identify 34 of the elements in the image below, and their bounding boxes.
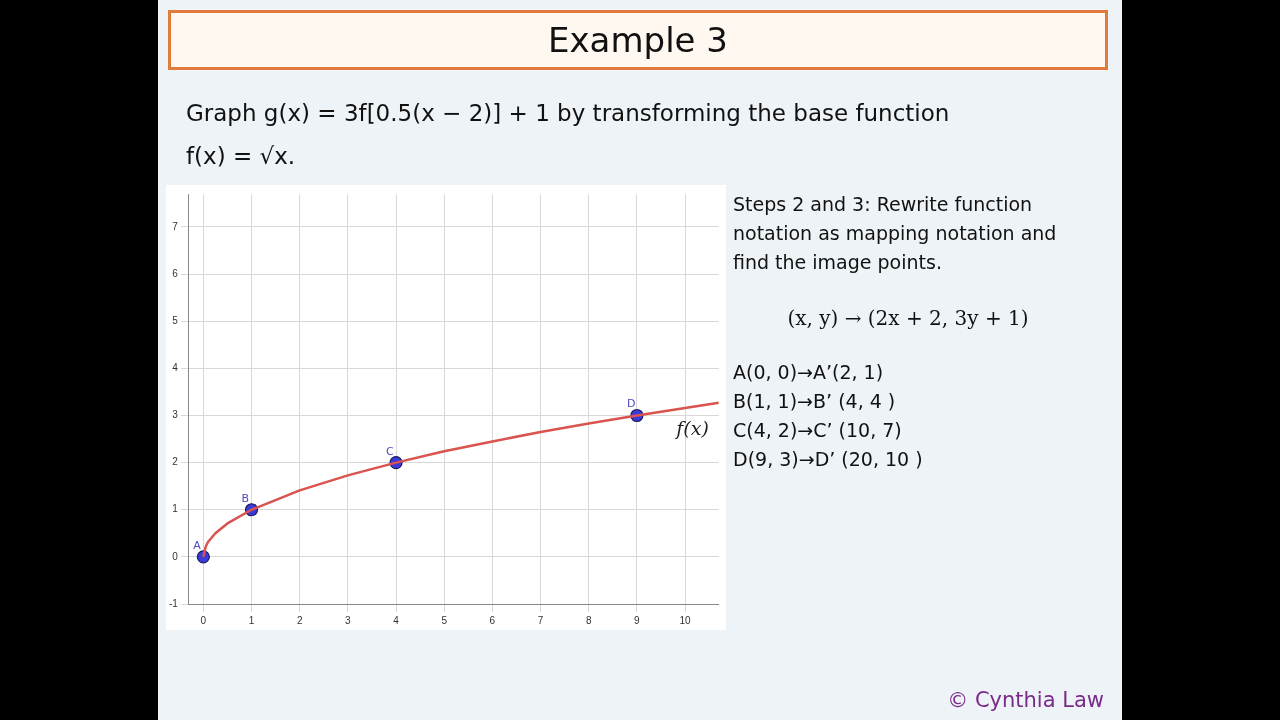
annotation: B xyxy=(241,491,250,505)
x-tick-label: 7 xyxy=(537,614,544,626)
text: Steps 2 and 3: Rewrite function notation as mapping notation and find the image points. xyxy=(733,192,1058,275)
chart-title: Example 3 xyxy=(168,10,1108,70)
x-tick-label: 10 xyxy=(679,614,692,626)
series-label: f(x) xyxy=(674,416,709,439)
x-tick-label: 1 xyxy=(248,614,255,626)
y-tick-label: 2 xyxy=(172,456,179,468)
y-tick-label: 5 xyxy=(172,314,179,326)
annotation: A xyxy=(193,538,202,552)
annotation: C xyxy=(386,444,395,458)
x-tick-label: 4 xyxy=(393,614,400,626)
y-tick-label: 4 xyxy=(172,362,179,374)
text: C(4, 2)→C’ (10, 7) xyxy=(733,418,903,443)
y-tick-label: 6 xyxy=(172,267,179,279)
x-tick-label: 5 xyxy=(441,614,448,626)
text: (x, y) → (2x + 2, 3y + 1) xyxy=(786,305,1030,332)
text: B(1, 1)→B’ (4, 4 ) xyxy=(733,389,897,414)
y-tick-label: 3 xyxy=(172,409,179,421)
x-tick-label: 6 xyxy=(489,614,496,626)
y-tick-label: 1 xyxy=(172,503,179,515)
x-tick-label: 0 xyxy=(200,614,207,626)
text: © Cynthia Law xyxy=(947,688,1104,712)
chart-subtitle: Graph g(x) = 3f[0.5(x − 2)] + 1 by transforming the base function f(x) = √x. xyxy=(186,99,951,171)
x-tick-label: 2 xyxy=(296,614,303,626)
x-tick-label: 8 xyxy=(585,614,592,626)
text: A(0, 0)→A’(2, 1) xyxy=(733,360,885,385)
y-tick-label: -1 xyxy=(168,597,179,609)
y-tick-label: 0 xyxy=(172,550,179,562)
text: D(9, 3)→D’ (20, 10 ) xyxy=(733,447,924,472)
annotation: D xyxy=(626,397,636,411)
x-tick-label: 9 xyxy=(634,614,641,626)
y-tick-label: 7 xyxy=(172,220,179,232)
x-tick-label: 3 xyxy=(345,614,352,626)
